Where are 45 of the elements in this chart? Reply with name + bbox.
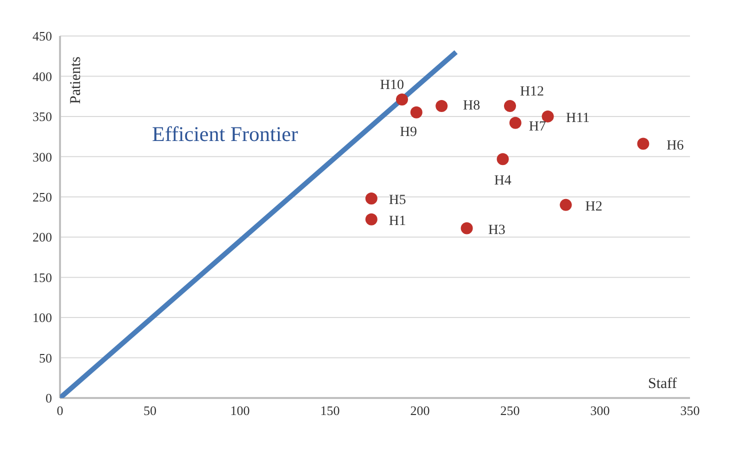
point <box>542 110 554 122</box>
y-tick-label: 350 <box>32 109 52 124</box>
annotation: H5 <box>388 193 406 208</box>
y-tick-label: 150 <box>32 270 52 285</box>
x-tick-label: 250 <box>500 403 520 418</box>
series-label: Efficient Frontier <box>152 122 298 147</box>
annotation: H4 <box>494 174 512 189</box>
y-tick-label: 450 <box>32 28 52 44</box>
x-tick-label: 50 <box>144 403 156 418</box>
x-axis-title: Staff <box>648 376 677 393</box>
annotation: H8 <box>463 98 480 114</box>
point <box>460 222 473 234</box>
annotation: H1 <box>388 214 406 229</box>
y-tick-label: 100 <box>32 310 52 326</box>
annotation: H10 <box>380 78 404 94</box>
point <box>496 153 509 166</box>
point <box>637 138 650 150</box>
point <box>504 100 516 112</box>
x-tick-label: 350 <box>680 403 700 418</box>
y-tick-label: 0 <box>46 390 52 406</box>
point <box>365 192 378 204</box>
y-axis-title: Patients <box>68 56 85 104</box>
annotation: H3 <box>488 222 506 238</box>
x-tick-label: 100 <box>230 403 250 418</box>
x-tick-label: 200 <box>410 403 430 418</box>
annotation: H9 <box>400 124 417 140</box>
annotation: H2 <box>585 199 602 214</box>
annotation: H6 <box>666 138 684 154</box>
point <box>509 116 522 129</box>
point <box>410 106 422 118</box>
y-tick-label: 250 <box>32 190 52 205</box>
x-tick-label: 150 <box>320 403 340 418</box>
annotation: H7 <box>528 119 546 134</box>
y-tick-label: 200 <box>32 230 52 245</box>
y-tick-label: 300 <box>32 149 52 164</box>
x-tick-label: 0 <box>56 403 64 418</box>
annotation: H12 <box>520 84 544 100</box>
point <box>396 94 408 106</box>
x-tick-label: 300 <box>590 403 610 418</box>
point <box>436 100 448 112</box>
annotation: H11 <box>566 110 590 126</box>
point <box>560 198 572 211</box>
y-tick-label: 400 <box>32 68 52 84</box>
y-tick-label: 50 <box>39 350 52 366</box>
point <box>365 213 378 226</box>
